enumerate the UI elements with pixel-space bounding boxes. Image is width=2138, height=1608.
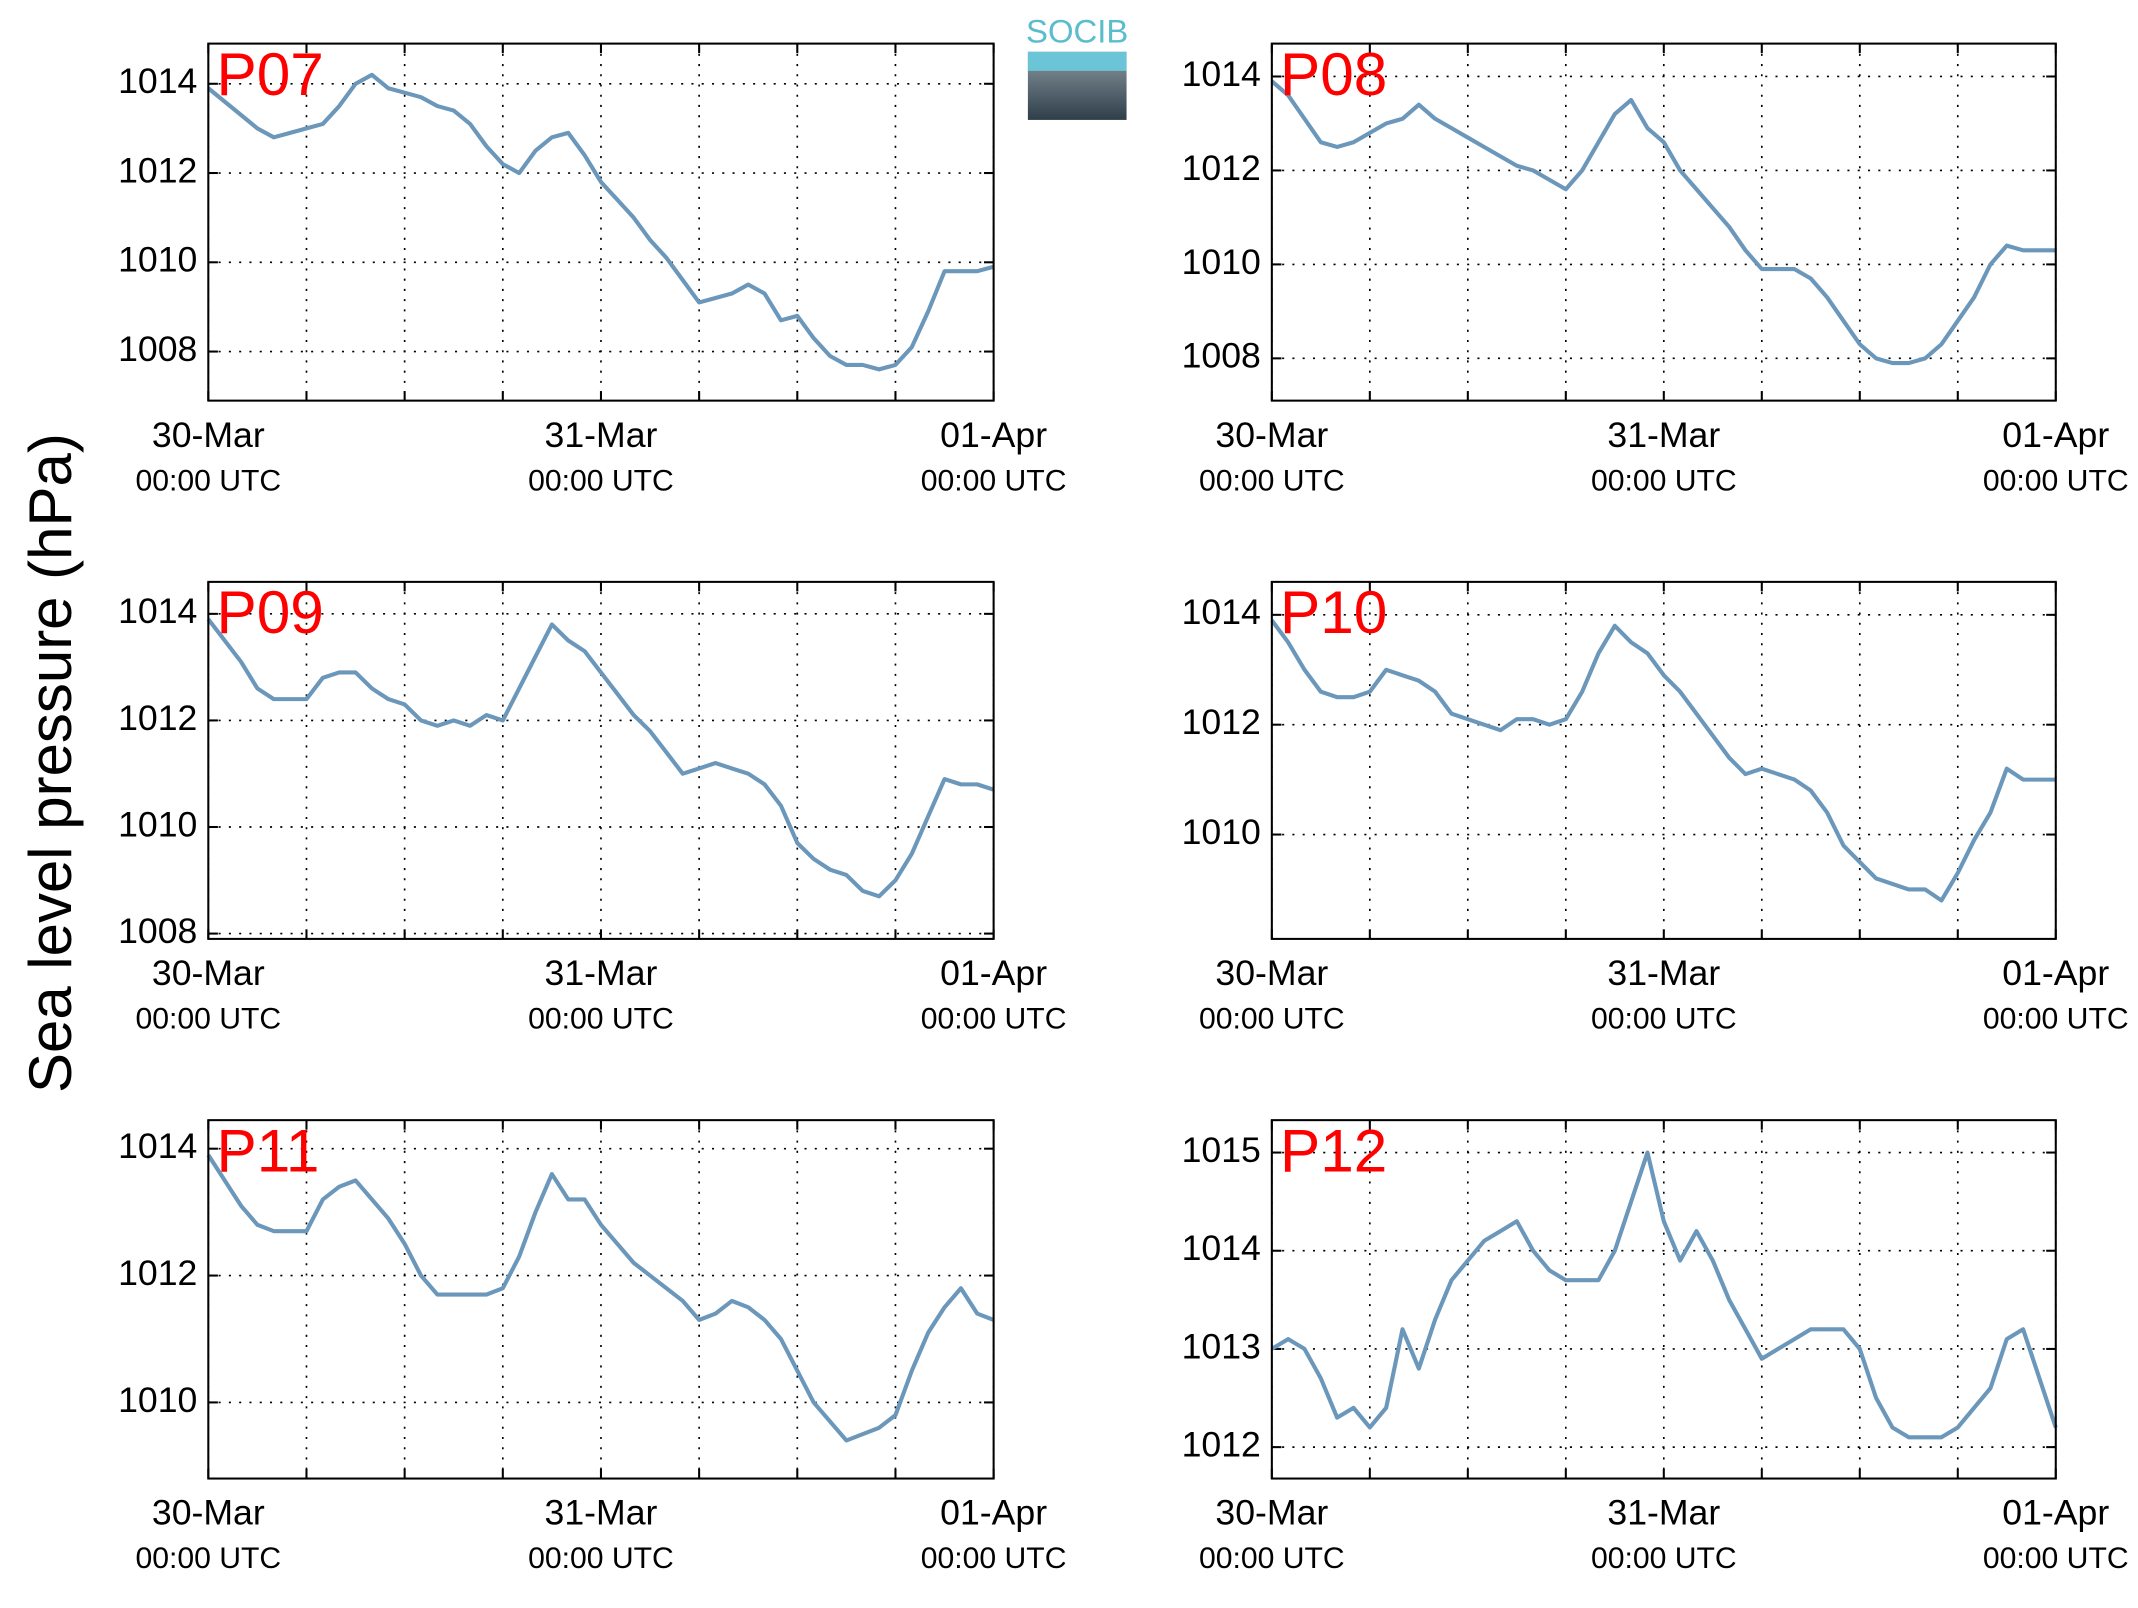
y-tick-label: 1014: [118, 1126, 197, 1166]
y-tick-label: 1008: [118, 329, 197, 369]
x-tick-sublabel: 00:00 UTC: [1591, 464, 1737, 497]
x-tick-label: 01-Apr: [2002, 415, 2109, 455]
panel-title: P12: [1280, 1118, 1387, 1185]
data-line: [206, 617, 995, 899]
plot-frame: [207, 42, 995, 402]
plot-frame: [1270, 1119, 2057, 1480]
x-tick-label: 30-Mar: [152, 1493, 265, 1533]
x-tick-sublabel: 00:00 UTC: [135, 464, 281, 497]
y-tick-label: 1010: [118, 1380, 197, 1420]
x-tick-label: 31-Mar: [545, 415, 658, 455]
x-tick-sublabel: 00:00 UTC: [1199, 464, 1345, 497]
x-tick-sublabel: 00:00 UTC: [528, 464, 674, 497]
x-tick-label: 31-Mar: [1607, 1493, 1720, 1533]
y-tick-label: 1010: [118, 804, 197, 844]
x-tick-label: 01-Apr: [2002, 953, 2109, 993]
x-tick-label: 30-Mar: [152, 415, 265, 455]
panel-title: P07: [217, 41, 324, 108]
y-tick-label: 1010: [1182, 812, 1261, 852]
y-tick-label: 1014: [1182, 1228, 1261, 1268]
panel-title: P10: [1280, 579, 1387, 646]
x-tick-label: 31-Mar: [545, 953, 658, 993]
x-tick-sublabel: 00:00 UTC: [1591, 1542, 1737, 1575]
y-axis-label: Sea level pressure (hPa): [17, 433, 84, 1093]
x-tick-label: 31-Mar: [545, 1493, 658, 1533]
y-tick-label: 1014: [1182, 592, 1261, 632]
logo-band: [1027, 51, 1127, 71]
y-tick-label: 1013: [1182, 1326, 1261, 1366]
y-tick-label: 1012: [1182, 702, 1261, 742]
y-tick-label: 1014: [118, 591, 197, 631]
x-tick-label: 30-Mar: [1215, 415, 1328, 455]
y-tick-label: 1012: [118, 698, 197, 738]
y-tick-label: 1015: [1182, 1130, 1261, 1170]
x-tick-sublabel: 00:00 UTC: [921, 1003, 1067, 1036]
y-tick-label: 1014: [118, 61, 197, 101]
y-tick-label: 1012: [1182, 1425, 1261, 1465]
y-tick-label: 1012: [118, 150, 197, 190]
x-tick-label: 31-Mar: [1607, 415, 1720, 455]
plot-frame: [207, 580, 995, 940]
plot-frame: [1270, 42, 2057, 402]
x-tick-label: 01-Apr: [940, 953, 1047, 993]
x-tick-label: 30-Mar: [1215, 953, 1328, 993]
logo-text: SOCIB: [1026, 13, 1128, 50]
x-tick-sublabel: 00:00 UTC: [1983, 1003, 2129, 1036]
x-tick-label: 01-Apr: [2002, 1493, 2109, 1533]
y-tick-label: 1010: [118, 240, 197, 280]
x-tick-sublabel: 00:00 UTC: [1199, 1003, 1345, 1036]
x-tick-sublabel: 00:00 UTC: [1199, 1542, 1345, 1575]
data-line: [1270, 619, 2056, 903]
data-line: [206, 1153, 995, 1443]
data-line: [1270, 1150, 2058, 1440]
x-tick-sublabel: 00:00 UTC: [1983, 1542, 2129, 1575]
x-tick-sublabel: 00:00 UTC: [135, 1003, 281, 1036]
y-tick-label: 1012: [118, 1253, 197, 1293]
x-tick-label: 31-Mar: [1607, 953, 1720, 993]
x-tick-sublabel: 00:00 UTC: [1983, 464, 2129, 497]
plot-frame: [1270, 580, 2057, 940]
panel-title: P11: [217, 1118, 320, 1185]
y-tick-label: 1014: [1182, 54, 1261, 94]
plot-frame: [207, 1119, 995, 1480]
panel-title: P08: [1280, 41, 1387, 108]
x-tick-sublabel: 00:00 UTC: [528, 1003, 674, 1036]
x-tick-sublabel: 00:00 UTC: [135, 1542, 281, 1575]
data-line: [207, 72, 995, 372]
y-tick-label: 1008: [118, 911, 197, 951]
x-tick-label: 30-Mar: [1215, 1493, 1328, 1533]
y-tick-label: 1010: [1182, 242, 1261, 282]
x-tick-label: 01-Apr: [940, 1493, 1047, 1533]
y-tick-label: 1012: [1182, 148, 1261, 188]
x-tick-label: 01-Apr: [940, 415, 1047, 455]
x-tick-label: 30-Mar: [152, 953, 265, 993]
x-tick-sublabel: 00:00 UTC: [528, 1542, 674, 1575]
x-tick-sublabel: 00:00 UTC: [921, 464, 1067, 497]
x-tick-sublabel: 00:00 UTC: [1591, 1003, 1737, 1036]
panel-title: P09: [217, 579, 324, 646]
x-tick-sublabel: 00:00 UTC: [921, 1542, 1067, 1575]
y-tick-label: 1008: [1182, 336, 1261, 376]
data-line: [1270, 79, 2056, 366]
